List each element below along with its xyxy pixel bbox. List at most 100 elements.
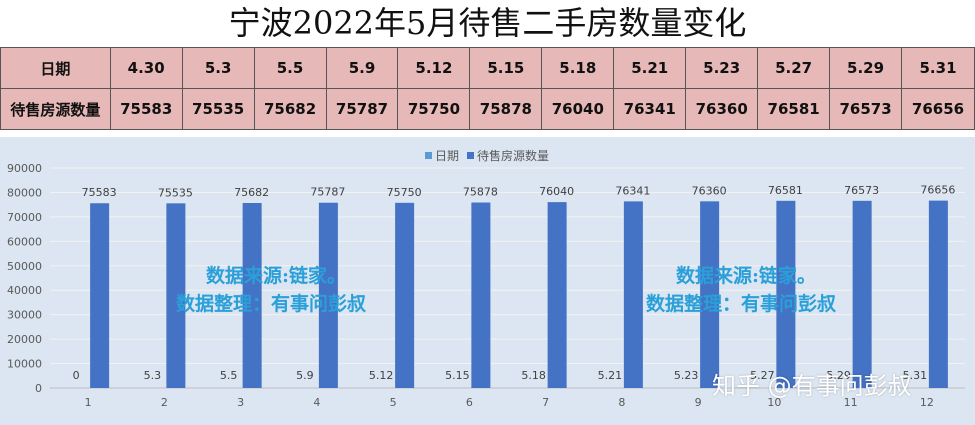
data-label-count: 75787	[310, 186, 345, 199]
table-cell-count: 76656	[901, 88, 975, 130]
data-label-date: 5.9	[296, 369, 314, 382]
bar-count	[471, 202, 491, 388]
x-tick-label: 5	[390, 396, 397, 409]
y-tick-label: 80000	[7, 186, 42, 199]
y-tick-label: 30000	[7, 309, 42, 322]
bar-chart: 日期 待售房源数量 0 10000 20000 30000 40000 50000 6000…	[7, 148, 965, 409]
data-label-count: 75535	[158, 186, 193, 199]
data-label-count: 76581	[768, 184, 803, 197]
y-tick-label: 20000	[7, 333, 42, 346]
x-tick-label: 10	[767, 396, 781, 409]
data-label-date: 5.27	[750, 369, 775, 382]
y-tick-label: 50000	[7, 260, 42, 273]
data-label-count: 75682	[234, 186, 269, 199]
table-cell-date: 5.21	[613, 47, 687, 89]
data-label-count: 76040	[539, 185, 574, 198]
table-cell-count: 75878	[469, 88, 543, 130]
table-cell-count: 76360	[685, 88, 759, 130]
table-cell-date: 5.18	[541, 47, 615, 89]
data-label-count: 76656	[920, 184, 955, 197]
x-tick-label: 11	[844, 396, 858, 409]
bar-count	[928, 200, 948, 388]
data-label-date: 5.18	[521, 369, 546, 382]
table-cell-count: 75750	[397, 88, 471, 130]
watermark-author: 数据整理：有事问彭叔	[646, 293, 837, 315]
zhihu-watermark: 知乎 @有事问彭叔	[712, 372, 912, 400]
table-cell-date: 5.29	[829, 47, 903, 89]
y-tick-label: 0	[35, 382, 42, 395]
table-cell-count: 76040	[541, 88, 615, 130]
data-label-date: 5.21	[598, 369, 623, 382]
data-label-count: 75750	[387, 186, 422, 199]
bar-count	[318, 202, 338, 388]
y-tick-label: 90000	[7, 162, 42, 175]
table-cell-count: 75787	[325, 88, 399, 130]
x-tick-label: 4	[313, 396, 320, 409]
data-label-count: 76341	[615, 184, 650, 197]
legend-label-count: 待售房源数量	[477, 148, 549, 163]
x-tick-label: 2	[161, 396, 168, 409]
bar-count	[166, 203, 186, 388]
bar-count	[623, 201, 643, 388]
data-label-date: 5.29	[826, 369, 851, 382]
data-label-count: 76573	[844, 184, 879, 197]
bar-count	[547, 202, 567, 388]
data-label-date: 5.23	[674, 369, 699, 382]
x-tick-label: 9	[695, 396, 702, 409]
x-tick-label: 7	[542, 396, 549, 409]
watermark-source: 数据来源:链家。	[206, 265, 347, 287]
table-cell-date: 5.31	[901, 47, 975, 89]
table-header-count: 待售房源数量	[0, 88, 111, 130]
data-labels: 0 75583 5.3 75535 5.5 75682 5.9 75787 5.12 75750 5…	[73, 184, 956, 382]
x-axis: 1 2 3 4 5 6 7 8 9 10 11 12	[85, 396, 934, 409]
x-tick-label: 3	[237, 396, 244, 409]
bar-count	[90, 203, 110, 388]
table-cell-date: 5.27	[757, 47, 831, 89]
data-table: 日期 4.30 5.3 5.5 5.9 5.12 5.15 5.18 5.21 …	[0, 47, 975, 130]
table-cell-date: 4.30	[109, 47, 183, 89]
data-label-date: 5.31	[903, 369, 928, 382]
x-tick-label: 8	[618, 396, 625, 409]
x-tick-label: 12	[920, 396, 934, 409]
table-cell-date: 5.9	[325, 47, 399, 89]
chart-title: 宁波2022年5月待售二手房数量变化	[228, 4, 747, 42]
legend-swatch-date	[425, 152, 432, 159]
data-label-date: 5.12	[369, 369, 394, 382]
data-label-date: 5.15	[445, 369, 470, 382]
table-row-dates: 日期 4.30 5.3 5.5 5.9 5.12 5.15 5.18 5.21 …	[0, 47, 975, 89]
bar-count	[700, 201, 720, 388]
x-tick-label: 1	[85, 396, 92, 409]
table-cell-date: 5.3	[181, 47, 255, 89]
data-label-date: 5.3	[144, 369, 162, 382]
bar-count	[242, 202, 262, 388]
table-cell-count: 75535	[181, 88, 255, 130]
table-row-counts: 待售房源数量 75583 75535 75682 75787 75750 758…	[0, 88, 975, 130]
watermark-author: 数据整理：有事问彭叔	[176, 293, 367, 315]
y-tick-label: 60000	[7, 235, 42, 248]
chart-area: 日期 待售房源数量 0 10000 20000 30000 40000 50000 6000…	[0, 137, 975, 425]
gridlines	[50, 167, 965, 389]
bar-count	[395, 202, 415, 388]
watermark-source: 数据来源:链家。	[676, 265, 817, 287]
table-cell-count: 76341	[613, 88, 687, 130]
data-label-count: 75583	[82, 186, 117, 199]
table-cell-date: 5.23	[685, 47, 759, 89]
bars	[90, 200, 948, 388]
legend: 日期 待售房源数量	[425, 148, 549, 163]
data-label-count: 76360	[692, 184, 727, 197]
legend-label-date: 日期	[435, 149, 459, 163]
y-tick-label: 70000	[7, 211, 42, 224]
y-axis: 0 10000 20000 30000 40000 50000 60000 70000 8000…	[7, 162, 42, 395]
data-label-count: 75878	[463, 186, 498, 199]
y-tick-label: 10000	[7, 358, 42, 371]
table-cell-count: 76573	[829, 88, 903, 130]
data-label-date: 0	[73, 369, 80, 382]
table-cell-date: 5.12	[397, 47, 471, 89]
table-cell-count: 75682	[253, 88, 327, 130]
table-cell-date: 5.15	[469, 47, 543, 89]
bar-count	[776, 200, 796, 388]
table-cell-count: 76581	[757, 88, 831, 130]
bar-count	[852, 200, 872, 388]
table-cell-count: 75583	[109, 88, 183, 130]
y-tick-label: 40000	[7, 284, 42, 297]
